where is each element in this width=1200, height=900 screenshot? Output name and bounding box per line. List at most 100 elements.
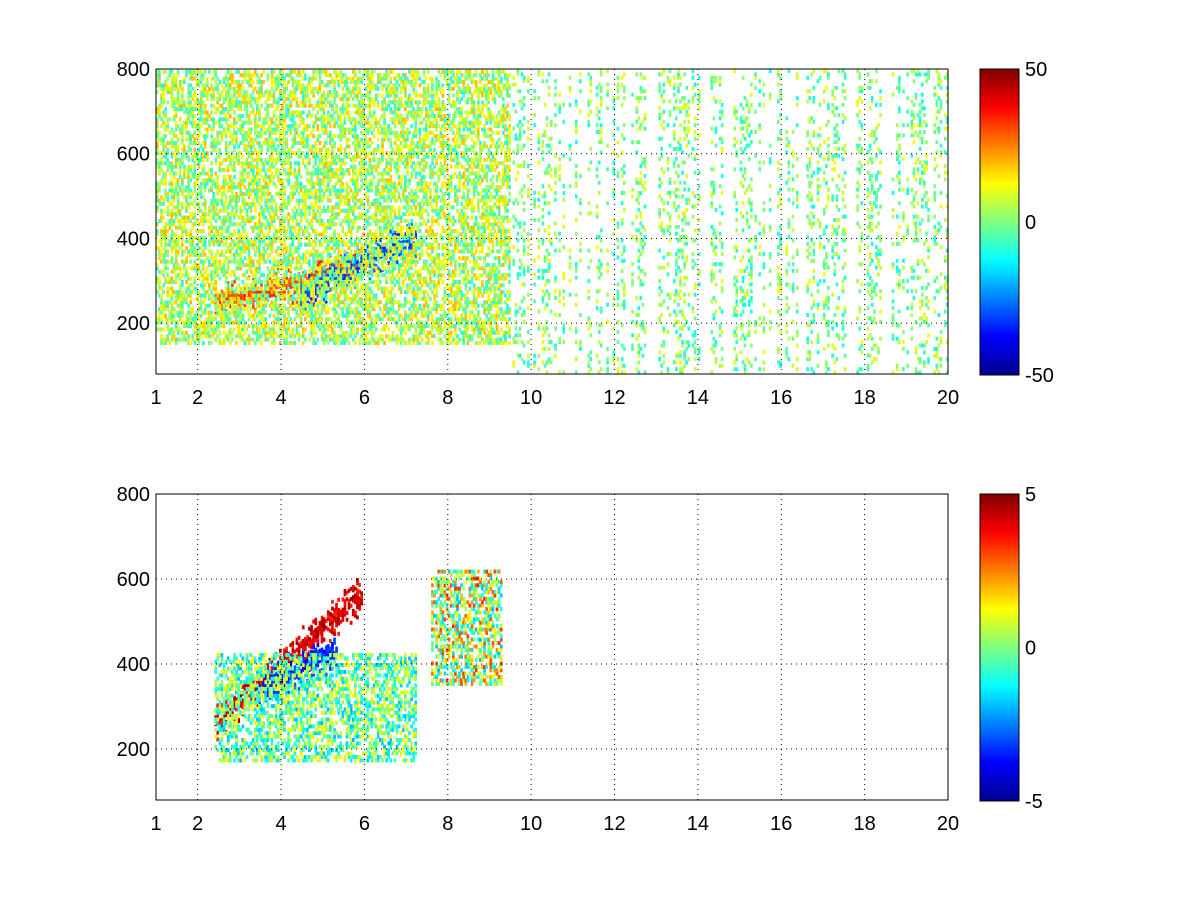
heatmap-cell (310, 219, 313, 223)
heatmap-cell (304, 76, 307, 81)
heatmap-cell (162, 229, 165, 234)
heatmap-cell (203, 307, 207, 312)
heatmap-cell (158, 276, 161, 281)
heatmap-cell (360, 242, 363, 247)
heatmap-cell (347, 252, 351, 257)
heatmap-cell (249, 307, 253, 312)
heatmap-cell (341, 286, 345, 291)
heatmap-cell (187, 317, 190, 322)
heatmap-cell (320, 296, 324, 301)
heatmap-cell (231, 296, 234, 301)
heatmap-cell (235, 83, 238, 88)
heatmap-cell (249, 208, 253, 213)
heatmap-cell (187, 97, 190, 101)
heatmap-cell (308, 97, 311, 101)
heatmap-cell (264, 137, 268, 142)
heatmap-cell (208, 296, 211, 301)
heatmap-cell (291, 276, 295, 281)
heatmap-cell (339, 161, 343, 166)
heatmap-cell (324, 320, 328, 325)
heatmap-cell (210, 273, 213, 278)
heatmap-cell (258, 263, 261, 267)
heatmap-cell (345, 296, 349, 301)
heatmap-cell (291, 232, 295, 237)
heatmap-cell (193, 137, 197, 142)
heatmap-cell (166, 249, 170, 254)
heatmap-cell (226, 259, 230, 264)
heatmap-cell (170, 191, 174, 196)
heatmap-cell (170, 161, 174, 166)
heatmap-cell (160, 229, 163, 234)
heatmap-cell (243, 330, 247, 335)
heatmap-cell (306, 280, 309, 284)
heatmap-cell (176, 327, 180, 332)
heatmap-cell (189, 229, 192, 234)
heatmap-cell (174, 290, 178, 295)
heatmap-cell (306, 127, 309, 132)
heatmap-cell (201, 171, 205, 176)
heatmap-cell (258, 252, 261, 257)
heatmap-cell (185, 232, 188, 237)
heatmap-cell (201, 117, 205, 122)
heatmap-cell (216, 229, 220, 234)
heatmap-cell (256, 73, 259, 78)
heatmap-cell (312, 185, 315, 190)
heatmap-cell (214, 144, 218, 149)
heatmap-cell (351, 276, 355, 281)
heatmap-cell (281, 310, 284, 315)
heatmap-cell (256, 290, 259, 295)
heatmap-cell (268, 229, 272, 234)
heatmap-cell (228, 124, 232, 129)
heatmap-cell (333, 273, 336, 278)
heatmap-cell (216, 86, 220, 91)
heatmap-cell (283, 127, 286, 132)
heatmap-cell (274, 307, 278, 312)
heatmap-cell (249, 296, 253, 301)
heatmap-cell (254, 164, 257, 169)
heatmap-cell (272, 324, 276, 328)
heatmap-cell (249, 256, 253, 261)
heatmap-cell (241, 164, 245, 169)
heatmap-cell (272, 208, 276, 213)
heatmap-cell (247, 289, 251, 294)
heatmap-cell (410, 242, 413, 247)
heatmap-cell (279, 195, 282, 200)
heatmap-cell (268, 269, 272, 274)
heatmap-cell (316, 270, 320, 275)
heatmap-cell (228, 141, 232, 145)
heatmap-cell (231, 293, 234, 298)
heatmap-cell (193, 246, 197, 251)
heatmap-cell (308, 313, 311, 318)
heatmap-cell (335, 239, 338, 244)
heatmap-cell (308, 195, 311, 200)
heatmap-cell (322, 144, 326, 149)
heatmap-cell (245, 188, 249, 193)
heatmap-cell (287, 110, 290, 115)
heatmap-cell (164, 225, 167, 230)
heatmap-cell (164, 191, 167, 196)
heatmap-cell (322, 127, 326, 132)
heatmap-cell (170, 188, 174, 193)
heatmap-cell (322, 235, 326, 240)
heatmap-cell (264, 191, 268, 196)
heatmap-cell (212, 212, 215, 217)
heatmap-cell (228, 158, 232, 162)
heatmap-cell (326, 151, 330, 156)
heatmap-cell (270, 147, 274, 152)
heatmap-cell (197, 266, 201, 271)
heatmap-cell (231, 310, 234, 315)
heatmap-cell (247, 300, 251, 305)
heatmap-cell (178, 208, 182, 213)
heatmap-cell (345, 100, 349, 105)
heatmap-cell (345, 188, 349, 193)
heatmap-cell (326, 324, 330, 328)
heatmap-cell (258, 124, 261, 129)
heatmap-cell (181, 239, 184, 244)
heatmap-cell (316, 337, 320, 342)
heatmap-cell (360, 246, 363, 251)
heatmap-cell (226, 202, 230, 206)
heatmap-cell (258, 113, 261, 118)
heatmap-cell (356, 76, 359, 81)
heatmap-cell (329, 280, 332, 284)
heatmap-cell (383, 246, 386, 251)
